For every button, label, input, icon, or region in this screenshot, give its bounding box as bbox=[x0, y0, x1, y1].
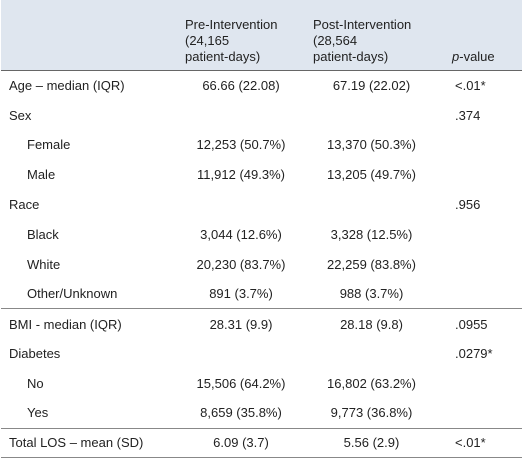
p-value: .956 bbox=[455, 197, 481, 213]
table-row: BMI - median (IQR) 28.31 (9.9) 28.18 (9.8)… bbox=[1, 308, 522, 339]
post-value bbox=[305, 100, 438, 130]
table-row: Yes 8,659 (35.8%) 9,773 (36.8%) bbox=[1, 398, 522, 428]
header-row: Pre-Intervention (24,165 patient-days) Pos… bbox=[1, 0, 522, 71]
row-label: Other/Unknown bbox=[27, 286, 118, 302]
header-pre: Pre-Intervention (24,165 patient-days) bbox=[177, 0, 305, 71]
pre-value: 28.31 (9.9) bbox=[177, 308, 305, 339]
post-value: 28.18 (9.8) bbox=[305, 308, 438, 339]
post-value: 16,802 (63.2%) bbox=[327, 375, 416, 391]
header-line: (28,564 bbox=[313, 33, 358, 48]
p-value: .0955 bbox=[438, 308, 522, 339]
pre-value: 11,912 (49.3%) bbox=[197, 167, 285, 183]
pre-value: 20,230 (83.7%) bbox=[196, 256, 286, 272]
post-value bbox=[305, 339, 438, 369]
table-row: Total LOS – mean (SD) 6.09 (3.7) 5.56 (2.9… bbox=[1, 427, 522, 458]
header-line: Pre-Intervention bbox=[185, 17, 278, 32]
table-row: Other/Unknown 891 (3.7%) 988 (3.7%) bbox=[1, 279, 522, 309]
pre-value: 3,044 (12.6%) bbox=[200, 226, 282, 242]
row-label: Diabetes bbox=[9, 346, 61, 362]
p-value bbox=[438, 130, 522, 160]
p-value bbox=[438, 249, 522, 279]
row-label: Yes bbox=[27, 405, 49, 421]
pre-value: 8,659 (35.8%) bbox=[200, 405, 282, 421]
table-row: Black 3,044 (12.6%) 3,328 (12.5%) bbox=[1, 219, 522, 249]
p-value bbox=[438, 398, 522, 428]
pre-value: 15,506 (64.2%) bbox=[196, 375, 286, 391]
p-value: <.01* bbox=[438, 427, 522, 458]
table-row: Race .956 bbox=[1, 190, 522, 220]
p-value: <.01* bbox=[455, 78, 486, 94]
header-p: p-value bbox=[438, 0, 522, 71]
row-label: BMI - median (IQR) bbox=[1, 308, 177, 339]
header-blank bbox=[1, 0, 177, 71]
post-value: 988 (3.7%) bbox=[339, 286, 404, 302]
row-label: Total LOS – mean (SD) bbox=[1, 427, 177, 458]
table-row: No 15,506 (64.2%) 16,802 (63.2%) bbox=[1, 368, 522, 398]
pre-value bbox=[177, 190, 305, 220]
header-line: patient-days) bbox=[185, 49, 261, 64]
post-value: 13,370 (50.3%) bbox=[327, 137, 416, 153]
p-value bbox=[438, 219, 522, 249]
row-label: Age – median (IQR) bbox=[9, 78, 125, 94]
p-value bbox=[438, 368, 522, 398]
row-label: No bbox=[27, 375, 44, 391]
header-line: Post-Intervention bbox=[313, 17, 412, 32]
table-row: Age – median (IQR) 66.66 (22.08) 67.19 (22… bbox=[1, 71, 522, 101]
table-row: White 20,230 (83.7%) 22,259 (83.8%) bbox=[1, 249, 522, 279]
post-value: 22,259 (83.8%) bbox=[327, 256, 416, 272]
p-value bbox=[438, 160, 522, 190]
p-value: .374 bbox=[455, 107, 481, 123]
row-label: Sex bbox=[9, 107, 32, 123]
table-row: Male 11,912 (49.3%) 13,205 (49.7%) bbox=[1, 160, 522, 190]
header-post: Post-Intervention (28,564 patient-days) bbox=[305, 0, 438, 71]
row-label: Black bbox=[27, 226, 59, 242]
table-row: Sex .374 bbox=[1, 100, 522, 130]
table-row: Diabetes .0279* bbox=[1, 339, 522, 369]
post-value: 67.19 (22.02) bbox=[332, 78, 411, 94]
post-value bbox=[305, 190, 438, 220]
row-label: Male bbox=[27, 167, 56, 183]
table-header: Pre-Intervention (24,165 patient-days) Pos… bbox=[1, 0, 522, 71]
pre-value: 12,253 (50.7%) bbox=[196, 137, 286, 153]
row-label: Female bbox=[27, 137, 71, 153]
pre-value: 66.66 (22.08) bbox=[202, 78, 280, 94]
pre-value: 6.09 (3.7) bbox=[177, 427, 305, 458]
table-row: Female 12,253 (50.7%) 13,370 (50.3%) bbox=[1, 130, 522, 160]
pre-value: 891 (3.7%) bbox=[209, 286, 273, 302]
header-line: (24,165 bbox=[185, 33, 230, 48]
post-value: 3,328 (12.5%) bbox=[330, 226, 413, 242]
post-value: 9,773 (36.8%) bbox=[330, 405, 413, 421]
header-line: patient-days) bbox=[313, 49, 389, 64]
table-body: Age – median (IQR) 66.66 (22.08) 67.19 (22… bbox=[1, 71, 522, 458]
p-value bbox=[438, 279, 522, 309]
post-value: 5.56 (2.9) bbox=[305, 427, 438, 458]
pre-value bbox=[177, 100, 305, 130]
pre-value bbox=[177, 339, 305, 369]
row-label: White bbox=[27, 256, 61, 272]
row-label: Race bbox=[9, 197, 40, 213]
post-value: 13,205 (49.7%) bbox=[327, 167, 416, 183]
p-value: .0279* bbox=[455, 346, 493, 362]
